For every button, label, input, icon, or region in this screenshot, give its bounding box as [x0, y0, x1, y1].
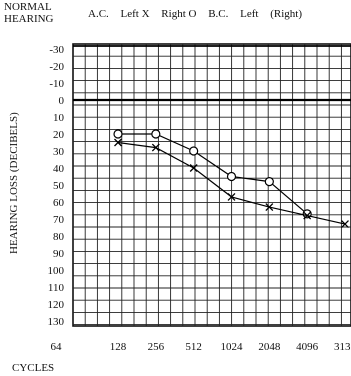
y-tick-label: 130 [48, 316, 65, 328]
data-point-circle [113, 129, 123, 139]
data-point-x [114, 138, 122, 147]
normal-label: NORMAL [4, 1, 52, 13]
hearing-label: HEARING [4, 13, 54, 25]
x-tick-label: 3132 [334, 341, 351, 353]
plot-frame [72, 43, 351, 327]
data-point-circle [264, 177, 274, 187]
y-tick-label: -10 [49, 78, 64, 90]
data-point-circle [189, 146, 199, 156]
y-tick-label: 50 [53, 180, 65, 192]
legend-right: (Right) [270, 8, 302, 20]
legend-left: Left [240, 8, 259, 20]
y-tick-label: 80 [53, 231, 65, 243]
data-point-x [189, 164, 198, 172]
x-tick-label: 1024 [221, 341, 244, 353]
series-line-circle [118, 133, 308, 215]
y-tick-label: 60 [53, 197, 65, 209]
legend: A.C. Left X Right O B.C. Left (Right) [88, 8, 302, 20]
data-point-circle [151, 129, 161, 139]
data-point-x [303, 211, 312, 220]
y-tick-label: 0 [59, 95, 65, 107]
y-tick-label: -30 [49, 44, 64, 56]
y-tick-label: 100 [48, 265, 65, 277]
x-tick-label: 128 [110, 341, 127, 353]
data-point-x [341, 220, 349, 229]
y-tick-label: 110 [48, 282, 65, 294]
legend-left-x: Left X [120, 8, 150, 20]
legend-right-o: Right O [161, 8, 197, 20]
data-point-x [151, 143, 160, 152]
y-tick-label: 10 [53, 112, 65, 124]
y-tick-label: 120 [48, 299, 65, 311]
y-tick-label: 40 [53, 163, 65, 175]
x-tick-label: 256 [148, 341, 165, 353]
x-axis-label: CYCLES [12, 362, 55, 374]
y-tick-label: 70 [53, 214, 65, 226]
x-tick-label: 2048 [258, 341, 281, 353]
legend-bc: B.C. [208, 8, 229, 20]
y-tick-label: 20 [53, 129, 65, 141]
data-point-circle [226, 171, 237, 182]
data-point-x [265, 203, 274, 212]
data-point-x [227, 192, 236, 201]
x-tick-label: 512 [185, 341, 202, 353]
y-tick-label: -20 [49, 61, 64, 73]
x-tick-label: 4096 [296, 341, 319, 353]
x-tick-label: 64 [51, 341, 63, 353]
y-tick-label: 30 [53, 146, 65, 158]
legend-ac: A.C. [88, 8, 109, 20]
y-tick-label: 90 [53, 248, 65, 260]
